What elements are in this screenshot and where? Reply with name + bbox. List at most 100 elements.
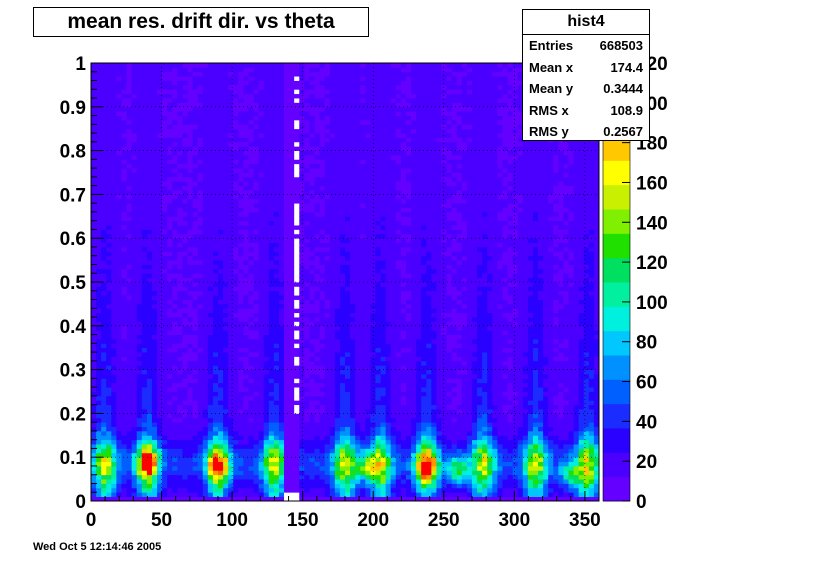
heatmap-cell: [157, 146, 163, 151]
heatmap-cell: [339, 352, 346, 357]
heatmap-cell: [111, 168, 117, 173]
heatmap-cell: [121, 67, 127, 73]
heatmap-cell: [268, 246, 275, 252]
heatmap-cell: [207, 378, 214, 384]
heatmap-cell: [284, 98, 290, 103]
heatmap-cell: [218, 404, 224, 410]
heatmap-cell: [136, 207, 143, 213]
heatmap-cell: [197, 435, 204, 441]
heatmap-cell: [233, 347, 239, 353]
heatmap-cell: [172, 137, 178, 143]
heatmap-cell: [324, 242, 331, 248]
heatmap-cell: [126, 106, 133, 112]
heatmap-cell: [294, 369, 300, 375]
heatmap-cell: [212, 430, 219, 436]
heatmap-cell: [334, 479, 341, 484]
heatmap-cell: [238, 119, 244, 125]
heatmap-cell: [192, 303, 199, 309]
heatmap-cell: [243, 373, 249, 379]
heatmap-cell: [268, 461, 275, 467]
heatmap-cell: [151, 168, 158, 173]
heatmap-cell: [212, 207, 219, 213]
heatmap-cell: [233, 163, 239, 169]
heatmap-cell: [253, 246, 260, 252]
heatmap-cell: [136, 487, 143, 493]
heatmap-cell: [284, 422, 290, 427]
heatmap-cell: [218, 229, 224, 235]
heatmap-cell: [162, 299, 168, 305]
heatmap-cell: [223, 137, 229, 143]
heatmap-cell: [157, 387, 163, 392]
heatmap-cell: [253, 93, 260, 99]
heatmap-cell: [314, 492, 320, 498]
heatmap-cell: [146, 141, 153, 147]
heatmap-cell: [106, 387, 112, 392]
heatmap-cell: [238, 124, 244, 130]
heatmap-cell: [101, 286, 107, 292]
heatmap-cell: [228, 343, 234, 349]
heatmap-cell: [223, 479, 229, 484]
heatmap-cell: [218, 470, 224, 476]
heatmap-cell: [243, 487, 249, 493]
heatmap-cell: [162, 483, 168, 489]
heatmap-cell: [192, 93, 199, 99]
heatmap-cell: [278, 483, 285, 489]
heatmap-cell: [177, 238, 183, 243]
heatmap-cell: [126, 198, 133, 204]
heatmap-cell: [339, 277, 346, 283]
heatmap-cell: [116, 483, 122, 489]
heatmap-cell: [192, 312, 199, 318]
heatmap-cell: [278, 203, 285, 208]
heatmap-cell: [172, 290, 178, 296]
heatmap-cell: [294, 190, 300, 195]
heatmap-cell: [319, 470, 326, 476]
heatmap-cell: [329, 391, 336, 397]
heatmap-cell: [111, 71, 117, 77]
heatmap-cell: [96, 308, 102, 314]
heatmap-cell: [218, 312, 224, 318]
heatmap-cell: [116, 391, 122, 397]
heatmap-cell: [91, 352, 97, 357]
heatmap-cell: [91, 84, 97, 90]
heatmap-cell: [324, 190, 331, 195]
heatmap-cell: [136, 299, 143, 305]
heatmap-cell: [116, 137, 122, 143]
heatmap-cell: [258, 277, 265, 283]
heatmap-cell: [233, 308, 239, 314]
heatmap-cell: [243, 391, 249, 397]
heatmap-cell: [111, 141, 117, 147]
heatmap-cell: [197, 137, 204, 143]
heatmap-cell: [299, 159, 305, 165]
heatmap-cell: [96, 492, 102, 498]
heatmap-cell: [187, 163, 193, 169]
heatmap-cell: [243, 321, 249, 327]
heatmap-cell: [212, 391, 219, 397]
heatmap-cell: [228, 417, 234, 423]
heatmap-cell: [182, 102, 188, 108]
heatmap-cell: [233, 203, 239, 208]
heatmap-cell: [329, 67, 336, 73]
heatmap-cell: [162, 378, 168, 384]
heatmap-cell: [157, 325, 163, 331]
heatmap-cell: [172, 382, 178, 388]
heatmap-cell: [121, 115, 127, 121]
heatmap-cell: [319, 220, 326, 226]
heatmap-cell: [228, 194, 234, 200]
heatmap-cell: [319, 444, 326, 449]
heatmap-cell: [309, 111, 315, 116]
heatmap-cell: [223, 203, 229, 208]
heatmap-cell: [157, 264, 163, 270]
heatmap-cell: [294, 163, 300, 169]
heatmap-cell: [212, 382, 219, 388]
heatmap-cell: [182, 84, 188, 90]
heatmap-cell: [197, 115, 204, 121]
heatmap-cell: [141, 141, 148, 147]
heatmap-cell: [329, 242, 336, 248]
heatmap-cell: [96, 264, 102, 270]
heatmap-cell: [111, 255, 117, 261]
heatmap-cell: [101, 251, 107, 257]
heatmap-cell: [238, 369, 244, 375]
heatmap-cell: [187, 146, 193, 151]
heatmap-cell: [334, 290, 341, 296]
heatmap-cell: [121, 465, 127, 471]
